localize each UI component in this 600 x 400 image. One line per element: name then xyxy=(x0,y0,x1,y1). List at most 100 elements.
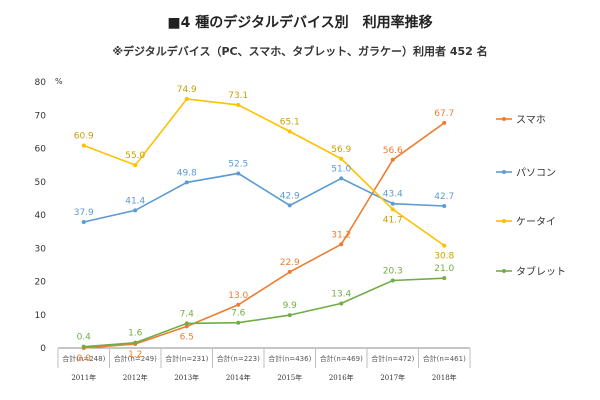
data-label: 55.0 xyxy=(125,151,145,161)
data-label: 30.8 xyxy=(434,252,454,262)
data-label: 42.9 xyxy=(280,191,300,201)
y-tick-label: 50 xyxy=(35,178,47,188)
legend-item-パソコン: パソコン xyxy=(496,167,556,179)
y-tick-label: 70 xyxy=(35,111,47,121)
data-point xyxy=(287,203,292,208)
data-point xyxy=(287,129,292,134)
data-point xyxy=(339,176,344,181)
data-label: 67.7 xyxy=(434,109,454,119)
x-category-label: 合計(n=461) xyxy=(423,354,466,363)
data-point xyxy=(442,204,447,209)
data-point xyxy=(184,321,189,326)
x-category-label: 合計(n=249) xyxy=(114,354,157,363)
x-year-label: 2013年 xyxy=(174,373,199,382)
legend-item-タブレット: タブレット xyxy=(496,265,566,278)
data-label: 49.8 xyxy=(177,168,197,178)
y-tick-label: 40 xyxy=(35,211,47,221)
data-labels: 0.0 1.2 6.5 13.0 22.9 31.2 56.6 67.7 37.9 41.4 49.… xyxy=(74,85,455,364)
data-label: 22.9 xyxy=(280,258,300,268)
data-label: 60.9 xyxy=(74,132,94,142)
data-label: 0.4 xyxy=(77,333,92,343)
legend-marker xyxy=(502,117,506,121)
data-point xyxy=(133,340,138,345)
x-category-label: 合計(n=231) xyxy=(165,354,208,363)
y-tick-label: 60 xyxy=(35,145,47,155)
y-tick-label: 20 xyxy=(35,278,47,288)
data-point xyxy=(236,102,241,107)
data-point xyxy=(287,313,292,318)
y-tick-label: 10 xyxy=(35,311,47,321)
series-タブレット xyxy=(81,276,447,349)
x-year-label: 2018年 xyxy=(432,373,457,382)
data-label: 51.0 xyxy=(331,164,351,174)
x-year-label: 2014年 xyxy=(226,373,251,382)
legend-label: スマホ xyxy=(516,114,546,126)
x-category-label: 合計(n=469) xyxy=(320,354,363,363)
chart-title: ■4 種のデジタルデバイス別 利用率推移 xyxy=(167,14,432,31)
data-label: 21.0 xyxy=(434,264,454,274)
data-point xyxy=(390,157,395,162)
data-point xyxy=(184,180,189,185)
data-label: 7.4 xyxy=(180,309,195,319)
series-line xyxy=(83,172,445,223)
data-label: 37.9 xyxy=(74,208,94,218)
data-label: 1.2 xyxy=(128,350,142,360)
data-point xyxy=(339,242,344,247)
series-layer xyxy=(81,96,447,350)
legend-label: ケータイ xyxy=(516,216,556,228)
data-label: 56.6 xyxy=(383,146,403,156)
data-point xyxy=(390,278,395,283)
data-label: 41.7 xyxy=(383,215,403,225)
legend-label: タブレット xyxy=(516,265,566,278)
legend-marker xyxy=(502,219,506,223)
series-line xyxy=(83,122,445,349)
legend-label: パソコン xyxy=(516,167,556,179)
data-point xyxy=(442,243,447,248)
data-point xyxy=(287,269,292,274)
data-label: 20.3 xyxy=(383,267,403,277)
series-line xyxy=(83,98,445,247)
data-point xyxy=(81,143,86,148)
legend-item-ケータイ: ケータイ xyxy=(496,216,556,228)
data-label: 1.6 xyxy=(128,329,143,339)
data-label: 74.9 xyxy=(177,85,197,95)
data-label: 7.6 xyxy=(231,309,246,319)
data-label: 65.1 xyxy=(280,118,300,128)
legend-marker xyxy=(502,269,506,273)
x-category-label: 合計(n=436) xyxy=(268,354,311,363)
data-label: 43.4 xyxy=(383,190,403,200)
data-point xyxy=(236,171,241,176)
x-year-label: 2017年 xyxy=(380,373,405,382)
x-year-label: 2011年 xyxy=(71,373,96,382)
data-point xyxy=(184,96,189,101)
legend-marker xyxy=(502,170,506,174)
data-label: 13.0 xyxy=(228,291,248,301)
y-tick-label: 0 xyxy=(40,344,46,354)
series-ケータイ xyxy=(81,96,447,248)
data-point xyxy=(339,301,344,306)
data-point xyxy=(339,156,344,161)
x-category-label: 合計(n=248) xyxy=(62,354,105,363)
x-category-label: 合計(n=472) xyxy=(371,354,414,363)
data-point xyxy=(390,207,395,212)
x-year-label: 2012年 xyxy=(123,373,148,382)
data-label: 42.7 xyxy=(434,192,454,202)
series-line xyxy=(83,277,445,348)
data-label: 13.4 xyxy=(331,289,351,299)
axes: 0 10 20 30 40 50 60 70 80 合計(n=248) 合計(n=249) 合計(n=… xyxy=(35,78,471,382)
data-label: 31.2 xyxy=(331,230,351,240)
data-point xyxy=(133,208,138,213)
data-point xyxy=(81,219,86,224)
data-label: 0.0 xyxy=(77,354,92,364)
data-label: 73.1 xyxy=(228,91,248,101)
series-パソコン xyxy=(81,171,447,224)
legend-item-スマホ: スマホ xyxy=(496,114,546,126)
y-tick-label: 80 xyxy=(35,78,47,88)
data-point xyxy=(81,344,86,349)
data-label: 41.4 xyxy=(125,196,145,206)
data-point xyxy=(236,302,241,307)
data-label: 56.9 xyxy=(331,145,351,155)
x-category-label: 合計(n=223) xyxy=(217,354,260,363)
